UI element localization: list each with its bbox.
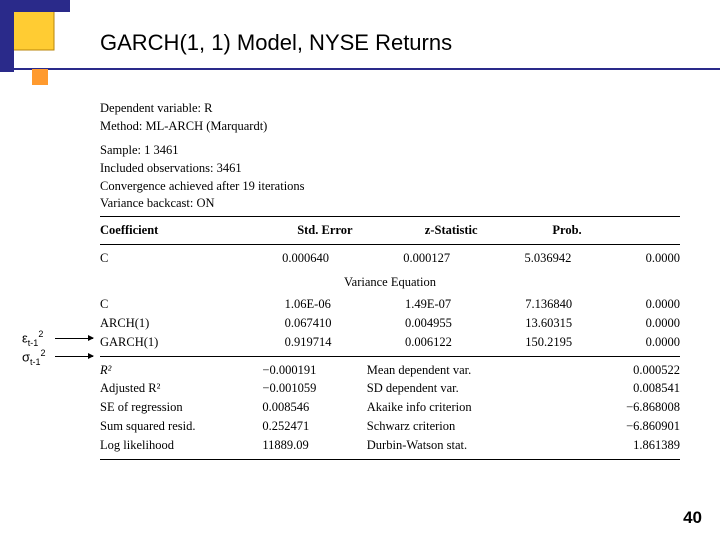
content-area: Dependent variable: R Method: ML-ARCH (M… [100,100,680,464]
hdr-sample: Sample: 1 3461 [100,142,680,159]
col-stderr: Std. Error [297,223,352,237]
var-row-c: C 1.06E-06 1.49E-07 7.136840 0.0000 [100,295,680,314]
slide-title: GARCH(1, 1) Model, NYSE Returns [100,30,452,56]
stats-table: R² −0.000191 Mean dependent var. 0.00052… [100,361,680,455]
stats-row-0: R² −0.000191 Mean dependent var. 0.00052… [100,361,680,380]
hdr-obs: Included observations: 3461 [100,160,680,177]
stats-row-4: Log likelihood 11889.09 Durbin-Watson st… [100,436,680,455]
col-coefficient: Coefficient [100,223,158,237]
mean-z: 5.036942 [524,249,645,268]
var-row-garch: GARCH(1) 0.919714 0.006122 150.2195 0.00… [100,333,680,352]
col-zstat: z-Statistic [425,223,478,237]
mean-se: 0.000127 [403,249,524,268]
mean-p: 0.0000 [646,249,680,268]
rule-2 [100,244,680,245]
hdr-converge: Convergence achieved after 19 iterations [100,178,680,195]
variance-eq-table: C 1.06E-06 1.49E-07 7.136840 0.0000 ARCH… [100,295,680,352]
stats-row-2: SE of regression 0.008546 Akaike info cr… [100,398,680,417]
title-rule [0,68,720,70]
arrow-eps [55,338,93,339]
var-row-arch: ARCH(1) 0.067410 0.004955 13.60315 0.000… [100,314,680,333]
rule-3 [100,356,680,357]
arrow-sigma [55,356,93,357]
stats-row-3: Sum squared resid. 0.252471 Schwarz crit… [100,417,680,436]
columns-header: Coefficient Std. Error z-Statistic Prob. [100,221,680,240]
hdr-backcast: Variance backcast: ON [100,195,680,212]
hdr-depvar: Dependent variable: R [100,100,680,117]
rule-4 [100,459,680,460]
annotation-eps: εt-12 [22,329,43,348]
annotation-sigma: σt-12 [22,348,46,367]
hdr-method: Method: ML-ARCH (Marquardt) [100,118,680,135]
mean-label: C [100,249,282,268]
rule-1 [100,216,680,217]
mean-coef: 0.000640 [282,249,403,268]
variance-eq-title: Variance Equation [100,274,680,291]
mean-eq-row: C 0.000640 0.000127 5.036942 0.0000 [100,249,680,268]
stats-row-1: Adjusted R² −0.001059 SD dependent var. … [100,379,680,398]
title-bullet [32,69,48,85]
page-number: 40 [683,508,702,528]
col-prob: Prob. [552,223,581,237]
